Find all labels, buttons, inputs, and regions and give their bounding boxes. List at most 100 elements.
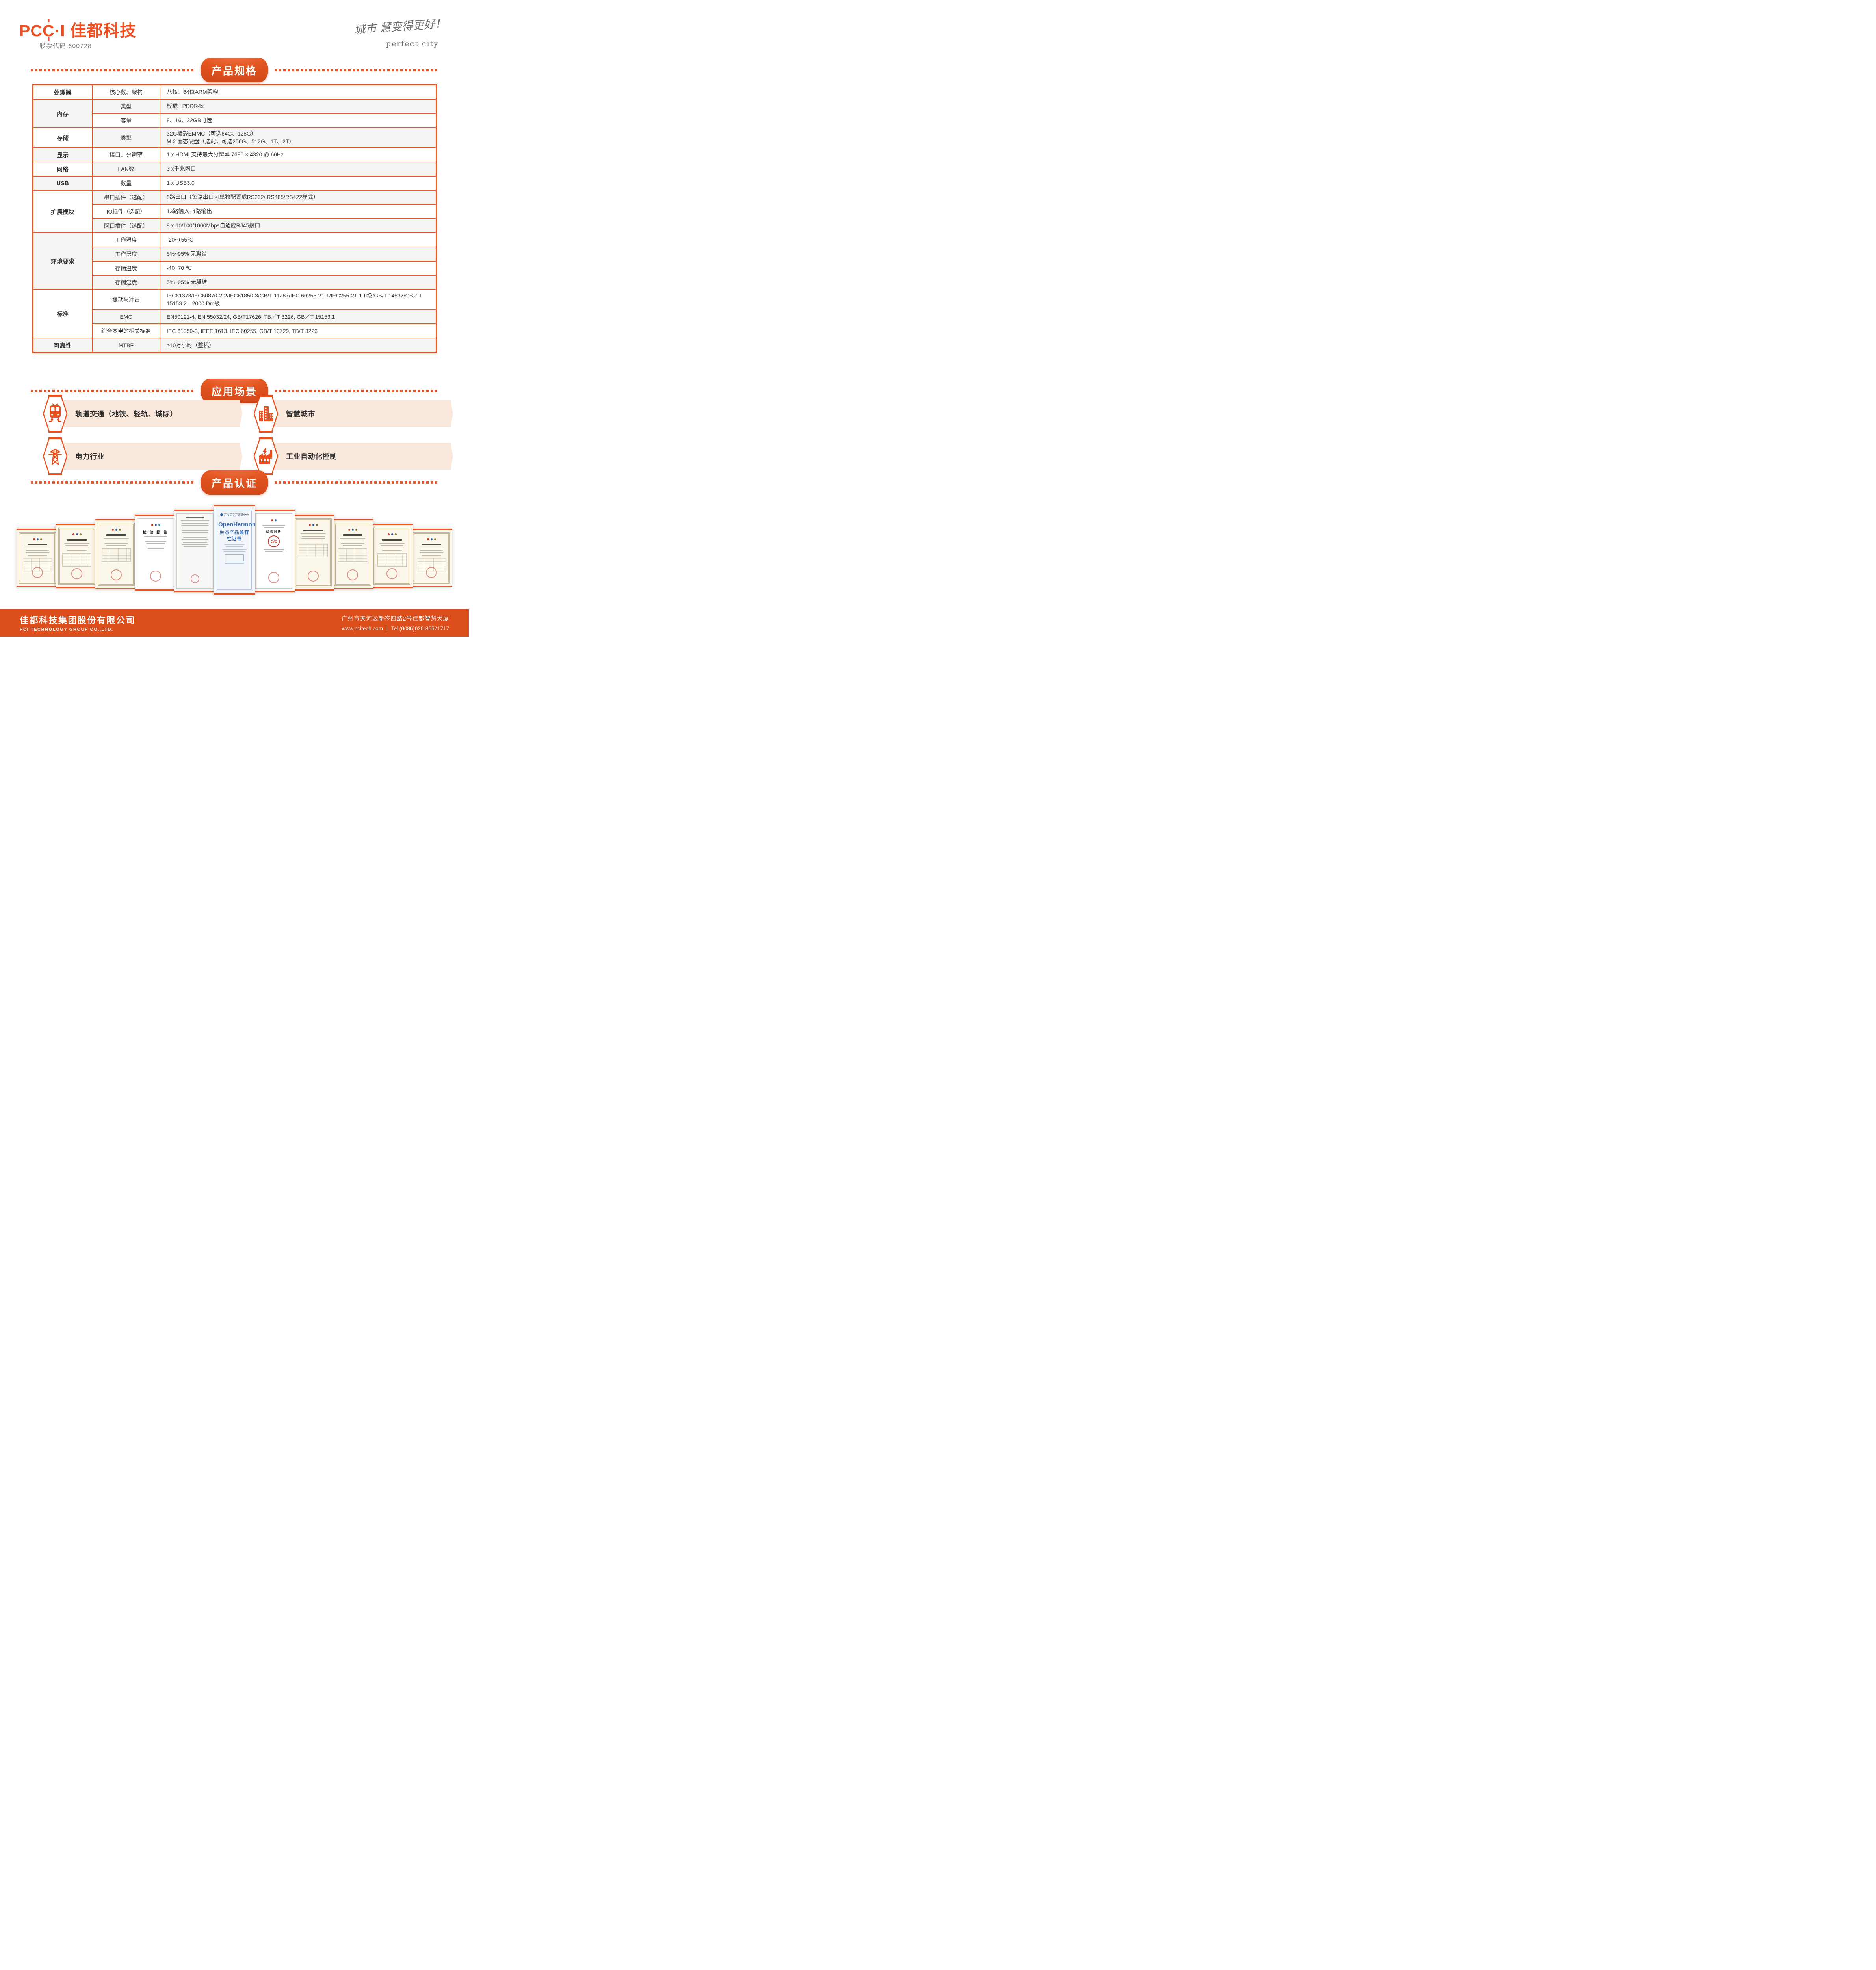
spec-row: MTBF ≥10万小时（整机） xyxy=(93,338,436,352)
scenario-label: 轨道交通（地铁、轻轨、城际） xyxy=(55,400,242,427)
spec-value-cell: 1 x HDMI 支持最大分辨率 7680 × 4320 @ 60Hz xyxy=(167,151,284,158)
spec-group-cell: 环境要求 xyxy=(33,233,93,290)
spec-value-cell: IEC61373/IEC60870-2-2/IEC61850-3/GB/T 11… xyxy=(167,292,422,307)
spec-group: 网络 LAN数 3 x千兆网口 xyxy=(33,162,436,176)
dashed-line xyxy=(275,481,438,484)
spec-row: 串口插件（选配） 8路串口（每路串口可单独配置成RS232/ RS485/RS42… xyxy=(93,191,436,204)
spec-label-cell: 振动与冲击 xyxy=(93,290,160,310)
scenario-hexagon-badge xyxy=(253,437,279,475)
spec-value-cell: 5%~95% 无凝结 xyxy=(160,247,436,261)
certificate-logos xyxy=(336,526,369,533)
spec-value-cell: ≥10万小时（整机） xyxy=(160,338,436,352)
scenario-hexagon-badge xyxy=(253,395,279,433)
spec-row: 类型 板载 LPDDR4x xyxy=(93,100,436,113)
spec-value-cell: 8路串口（每路串口可单独配置成RS232/ RS485/RS422模式） xyxy=(160,191,436,204)
slogan-calligraphy: 城市 慧变得更好！ xyxy=(354,17,446,37)
pci-logo: PCC·I 佳都科技 xyxy=(19,22,137,40)
spec-group-cell: 可靠性 xyxy=(33,338,93,352)
spec-label-cell: 工作湿度 xyxy=(93,247,160,261)
openatom-logo: 开放原子开源基金会 xyxy=(218,511,251,519)
spec-value-cell: 8 x 10/100/1000Mbps自适应RJ45接口 xyxy=(160,219,436,233)
cvc-logo: CVC xyxy=(268,535,280,547)
spec-group-cell: 内存 xyxy=(33,100,93,127)
section-title-spec: 产品规格 xyxy=(201,58,268,82)
spec-row: 振动与冲击 IEC61373/IEC60870-2-2/IEC61850-3/GB… xyxy=(93,290,436,310)
section-title-scenarios: 应用场景 xyxy=(201,379,268,403)
spec-label-cell: 数量 xyxy=(93,177,160,190)
red-stamp xyxy=(268,572,279,583)
certificate-card: 检 验 报 告 xyxy=(135,515,176,591)
company-name-en: PCI TECHNOLOGY GROUP CO.,LTD. xyxy=(20,627,113,632)
test-report-title: 试验报告 xyxy=(266,530,282,533)
spec-row: 类型 32G板载EMMC（可选64G、128G） M.2 固态硬盘（选配，可选256… xyxy=(93,128,436,148)
spec-label-cell: 综合变电站相关标准 xyxy=(93,324,160,338)
spec-group: 存储 类型 32G板载EMMC（可选64G、128G） M.2 固态硬盘（选配，可选2… xyxy=(33,127,436,148)
stock-code: 股票代码:600728 xyxy=(39,43,92,50)
spec-label-cell: 工作温度 xyxy=(93,233,160,247)
slogan-english: perfect city xyxy=(386,39,439,48)
certificate-table xyxy=(62,553,91,567)
spec-group: 环境要求 工作温度 -20~+55℃ 工作湿度 5%~95% 无凝结 存储温度 -40~70… xyxy=(33,232,436,290)
telephone: Tel (0086)020-85521717 xyxy=(391,626,449,632)
website: www.pcitech.com xyxy=(342,626,383,632)
spec-group: 内存 类型 板载 LPDDR4x 容量 8、16、32GB可选 xyxy=(33,99,436,127)
spec-group-cell: 网络 xyxy=(33,162,93,176)
spec-label-cell: EMC xyxy=(93,310,160,324)
openharmony-subtitle: 生态产品兼容性证书 xyxy=(219,530,249,541)
spec-value-cell: 1 x USB3.0 xyxy=(167,180,195,186)
certificate-logos xyxy=(415,535,448,542)
datasheet-page: PCC·I 佳都科技 股票代码:600728 城市 慧变得更好！ perfect… xyxy=(0,0,469,637)
spec-group: 标准 振动与冲击 IEC61373/IEC60870-2-2/IEC61850-3/… xyxy=(33,289,436,338)
seal-box xyxy=(225,554,244,561)
spec-group: USB 数量 1 x USB3.0 xyxy=(33,176,436,190)
spec-row: 存储温度 -40~70 ℃ xyxy=(93,261,436,275)
certificate-card xyxy=(174,510,216,592)
spec-value-cell: 13路输入, 4路输出 xyxy=(167,208,212,215)
red-stamp xyxy=(150,571,161,582)
dashed-line xyxy=(275,69,438,71)
dashed-line xyxy=(275,390,438,392)
spec-row: 存储湿度 5%~95% 无凝结 xyxy=(93,275,436,290)
scenario-label: 电力行业 xyxy=(55,443,242,470)
spec-group-cell: 扩展模块 xyxy=(33,191,93,233)
spec-value-cell: 3 x千兆网口 xyxy=(160,162,436,176)
scenario-label: 工业自动化控制 xyxy=(266,443,453,470)
certificate-card xyxy=(292,515,334,591)
certificate-table xyxy=(377,553,407,567)
red-stamp xyxy=(32,567,43,578)
company-address: 广州市天河区新岑四路2号佳都智慧大厦 xyxy=(342,616,449,622)
red-stamp xyxy=(426,567,437,578)
scenario-hexagon-badge xyxy=(42,437,69,475)
spec-group: 处理器 核心数、架构 八核、64位ARM架构 xyxy=(33,85,436,99)
openharmony-title: OpenHarmony xyxy=(218,521,255,528)
certificate-card xyxy=(332,519,373,589)
factory-icon xyxy=(253,437,279,475)
spec-label-cell: 容量 xyxy=(93,114,160,127)
spec-row: 工作温度 -20~+55℃ xyxy=(93,233,436,247)
scenario-item: 轨道交通（地铁、轻轨、城际） xyxy=(42,395,242,433)
company-name-cn: 佳都科技集团股份有限公司 xyxy=(20,615,136,625)
train-icon xyxy=(43,395,68,433)
spec-label-cell: IO插件（选配） xyxy=(93,205,160,219)
footer: 佳都科技集团股份有限公司 PCI TECHNOLOGY GROUP CO.,LT… xyxy=(0,609,469,637)
certificate-card: 试验报告 CVC xyxy=(253,510,295,592)
report-title: 检 验 报 告 xyxy=(143,530,169,534)
certificate-logos xyxy=(297,521,329,528)
certificate-card xyxy=(56,524,98,588)
certificate-table xyxy=(23,558,52,571)
section-title-cert: 产品认证 xyxy=(201,470,268,495)
scenario-grid: 轨道交通（地铁、轻轨、城际） 智慧城市 电力行业 工业自动化控制 xyxy=(42,395,453,475)
spec-table: 处理器 核心数、架构 八核、64位ARM架构 内存 类型 板载 LPDDR4x 容量 8、16… xyxy=(32,84,437,354)
spec-row: EMC EN50121-4, EN 55032/24, GB/T17626, TB… xyxy=(93,309,436,324)
spec-row: 核心数、架构 八核、64位ARM架构 xyxy=(93,85,436,99)
spec-row: IO插件（选配） 13路输入, 4路输出 xyxy=(93,204,436,219)
certificate-table xyxy=(417,558,446,571)
contact-line: www.pcitech.com Tel (0086)020-85521717 xyxy=(342,626,449,632)
dashed-line xyxy=(31,390,194,392)
certificate-card xyxy=(410,529,452,587)
certificate-table xyxy=(338,548,367,562)
dashed-line xyxy=(31,69,194,71)
accreditation-logos xyxy=(139,521,172,528)
spec-row: 综合变电站相关标准 IEC 61850-3, IEEE 1613, IEC 602… xyxy=(93,323,436,338)
spec-label-cell: 串口插件（选配） xyxy=(93,191,160,204)
